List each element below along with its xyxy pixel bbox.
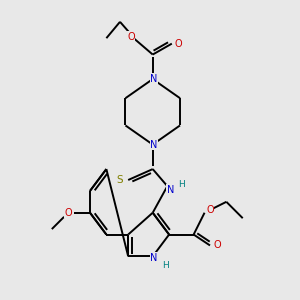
Text: H: H (162, 261, 168, 270)
Text: O: O (127, 32, 135, 42)
Text: O: O (213, 241, 220, 250)
Text: S: S (117, 175, 123, 185)
Text: H: H (178, 180, 185, 189)
Text: O: O (206, 205, 214, 215)
Text: N: N (167, 184, 174, 194)
Text: N: N (150, 253, 158, 263)
Text: O: O (64, 208, 72, 218)
Text: N: N (150, 140, 158, 149)
Text: O: O (175, 39, 182, 49)
Text: N: N (150, 74, 158, 84)
